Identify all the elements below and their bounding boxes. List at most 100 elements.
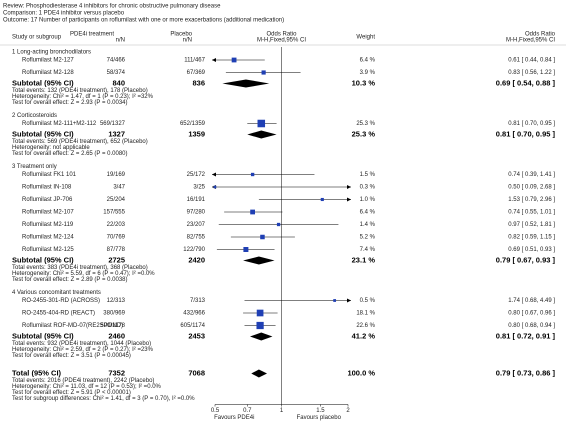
group-name: 3 Treatment only — [12, 164, 57, 170]
study-name: Roflumilast M2-124 — [22, 235, 74, 241]
column-header: PDE4i treatment — [70, 32, 114, 38]
column-header: n/N — [183, 38, 192, 44]
weight-cell: 1.5 % — [360, 172, 376, 178]
treatment-cell: 58/374 — [107, 70, 126, 76]
control-cell: 605/1174 — [180, 323, 205, 329]
control-cell: 2420 — [188, 255, 205, 264]
weight-cell: 7.4 % — [360, 247, 376, 253]
treatment-cell: 22/203 — [107, 222, 126, 228]
column-header: Placebo — [170, 32, 192, 38]
column-header: Odds Ratio — [525, 32, 556, 38]
group-name: 4 Various concomitant treatments — [12, 290, 101, 296]
study-name: RO-2455-301-RD (ACROSS) — [22, 298, 100, 304]
control-cell: 111/467 — [184, 58, 205, 64]
study-box — [250, 172, 255, 177]
x-tick-label: 1 — [280, 408, 284, 414]
study-box — [256, 321, 264, 330]
effect-cell: 0.82 [ 0.59, 1.15 ] — [508, 235, 555, 241]
subtotal-label: Subtotal (95% CI) — [12, 331, 74, 340]
column-header: M-H,Fixed,95% CI — [506, 38, 555, 44]
control-cell: 1359 — [188, 129, 205, 138]
ci-arrow — [212, 172, 216, 177]
subtotal-label: Subtotal (95% CI) — [12, 255, 74, 264]
treatment-cell: 1327 — [108, 129, 125, 138]
effect-cell: 0.97 [ 0.52, 1.81 ] — [508, 222, 555, 228]
subtotal-label: Total (95% CI) — [12, 368, 62, 377]
weight-cell: 18.1 % — [356, 311, 375, 317]
effect-cell: 0.81 [ 0.70, 0.95 ] — [508, 121, 555, 127]
control-cell: 432/966 — [183, 311, 205, 317]
weight-cell: 10.3 % — [352, 78, 376, 87]
pooled-diamond — [251, 369, 268, 378]
note: Heterogeneity: Chi² = 5.59, df = 6 (P = … — [12, 271, 155, 277]
favours-right: Favours placebo — [297, 415, 342, 421]
treatment-cell: 2460 — [108, 331, 125, 340]
ci-arrow — [347, 197, 351, 202]
study-name: RO-2455-404-RD (REACT) — [22, 311, 95, 317]
study-name: Roflumilast ROF-MD-07(RE2SPOND) — [22, 323, 123, 329]
ci-arrow — [212, 58, 216, 62]
treatment-cell: 500/1178 — [100, 323, 125, 329]
control-cell: 7068 — [188, 368, 205, 377]
treatment-cell: 380/969 — [103, 311, 125, 317]
note: Heterogeneity: not applicable — [12, 145, 90, 151]
column-header: Study or subgroup — [12, 35, 62, 41]
control-cell: 3/25 — [193, 185, 205, 191]
note: Total events: 932 (PDE4i treatment), 104… — [12, 341, 151, 347]
note: Test for overall effect: Z = 2.65 (P = 0… — [12, 151, 128, 157]
ci-arrow — [347, 298, 351, 303]
treatment-cell: 19/169 — [107, 172, 126, 178]
treatment-cell: 3/47 — [113, 185, 125, 191]
x-tick-label: 0.7 — [243, 408, 252, 414]
group-name: 1 Long-acting bronchodilators — [12, 50, 91, 56]
effect-cell: 0.79 [ 0.73, 0.86 ] — [496, 368, 556, 377]
weight-cell: 0.5 % — [360, 298, 376, 304]
study-box — [333, 299, 337, 302]
treatment-cell: 87/778 — [107, 247, 126, 253]
weight-cell: 6.4 % — [360, 58, 376, 64]
note: Test for overall effect: Z = 2.93 (P = 0… — [12, 100, 128, 106]
study-box — [261, 70, 266, 75]
study-box — [320, 197, 324, 202]
treatment-cell: 25/204 — [107, 197, 126, 203]
x-tick-label: 2 — [346, 408, 350, 414]
study-name: Roflumilast M2-128 — [22, 70, 74, 76]
study-name: Roflumilast M2-119 — [22, 222, 74, 228]
control-cell: 7/313 — [190, 298, 206, 304]
effect-cell: 0.74 [ 0.55, 1.01 ] — [508, 210, 555, 216]
header-line: Review: Phosphodiesterase 4 inhibitors f… — [3, 4, 221, 10]
effect-cell: 1.74 [ 0.68, 4.49 ] — [508, 298, 555, 304]
effect-cell: 0.69 [ 0.54, 0.88 ] — [496, 78, 556, 87]
effect-cell: 0.80 [ 0.68, 0.94 ] — [508, 323, 555, 329]
effect-cell: 0.50 [ 0.09, 2.68 ] — [508, 185, 555, 191]
x-tick-label: 1.5 — [316, 408, 325, 414]
weight-cell: 1.4 % — [360, 222, 376, 228]
study-box — [257, 119, 266, 128]
note: Heterogeneity: Chi² = 2.59, df = 2 (P = … — [12, 347, 154, 353]
effect-cell: 1.53 [ 0.79, 2.96 ] — [508, 197, 555, 203]
column-header: M-H,Fixed,95% CI — [257, 38, 306, 44]
study-name: Roflumilast IN-108 — [22, 185, 72, 191]
weight-cell: 1.0 % — [360, 197, 376, 203]
effect-cell: 0.74 [ 0.39, 1.41 ] — [508, 172, 555, 178]
effect-cell: 0.69 [ 0.51, 0.93 ] — [508, 247, 555, 253]
study-name: Roflumilast M2-127 — [22, 58, 74, 64]
note: Heterogeneity: Chi² = 1.47, df = 1 (P = … — [12, 94, 154, 100]
treatment-cell: 12/313 — [107, 298, 126, 304]
treatment-cell: 840 — [112, 78, 125, 87]
pooled-diamond — [249, 332, 273, 341]
control-cell: 23/207 — [187, 222, 206, 228]
control-cell: 82/755 — [187, 235, 206, 241]
column-header: Weight — [356, 35, 375, 41]
effect-cell: 0.81 [ 0.72, 0.91 ] — [496, 331, 556, 340]
note: Total events: 132 (PDE4i treatment), 178… — [12, 88, 148, 94]
x-tick-label: 0.5 — [211, 408, 220, 414]
favours-left: Favours PDE4i — [214, 415, 254, 421]
weight-cell: 25.3 % — [356, 121, 375, 127]
treatment-cell: 157/555 — [103, 210, 125, 216]
study-box — [250, 209, 256, 215]
weight-cell: 100.0 % — [347, 368, 375, 377]
control-cell: 836 — [192, 78, 205, 87]
